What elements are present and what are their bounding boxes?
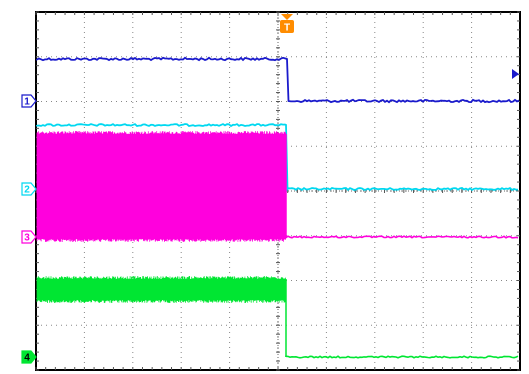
channel-3-marker-icon [21, 230, 37, 244]
waveform-traces [36, 56, 520, 359]
channel-3-marker[interactable]: 3 [21, 230, 37, 244]
channel-4-marker-icon [21, 350, 37, 364]
channel-3-level-after [285, 235, 519, 240]
channel-2-marker[interactable]: 2 [21, 182, 37, 196]
channel-4-marker[interactable]: 4 [21, 350, 37, 364]
channel-3-noise-band [36, 131, 286, 242]
channel-4-level-after [285, 355, 519, 359]
trigger-position-marker[interactable]: T [280, 14, 294, 34]
channel-1-trace [36, 56, 520, 104]
trigger-level-arrow-icon[interactable] [512, 69, 519, 79]
channel-1-marker-label: 1 [24, 97, 30, 108]
channel-2-waveform [36, 123, 518, 193]
trigger-label: T [284, 23, 290, 34]
channel-3-marker-label: 3 [24, 233, 30, 244]
channel-1-marker[interactable]: 1 [21, 94, 37, 108]
channel-1-waveform [36, 56, 520, 104]
channel-3-trace [36, 131, 519, 242]
channel-4-trace [36, 276, 519, 359]
trigger-arrow-icon [281, 14, 293, 20]
channel-4-marker-label: 4 [24, 353, 30, 364]
trigger-badge [280, 20, 294, 33]
channel-2-marker-icon [21, 182, 37, 196]
channel-1-marker-icon [21, 94, 37, 108]
channel-2-trace [36, 123, 518, 193]
channel-4-noise-band [36, 276, 286, 303]
channel-2-marker-label: 2 [24, 185, 30, 196]
channel-markers: 1 2 3 4 [21, 94, 37, 364]
